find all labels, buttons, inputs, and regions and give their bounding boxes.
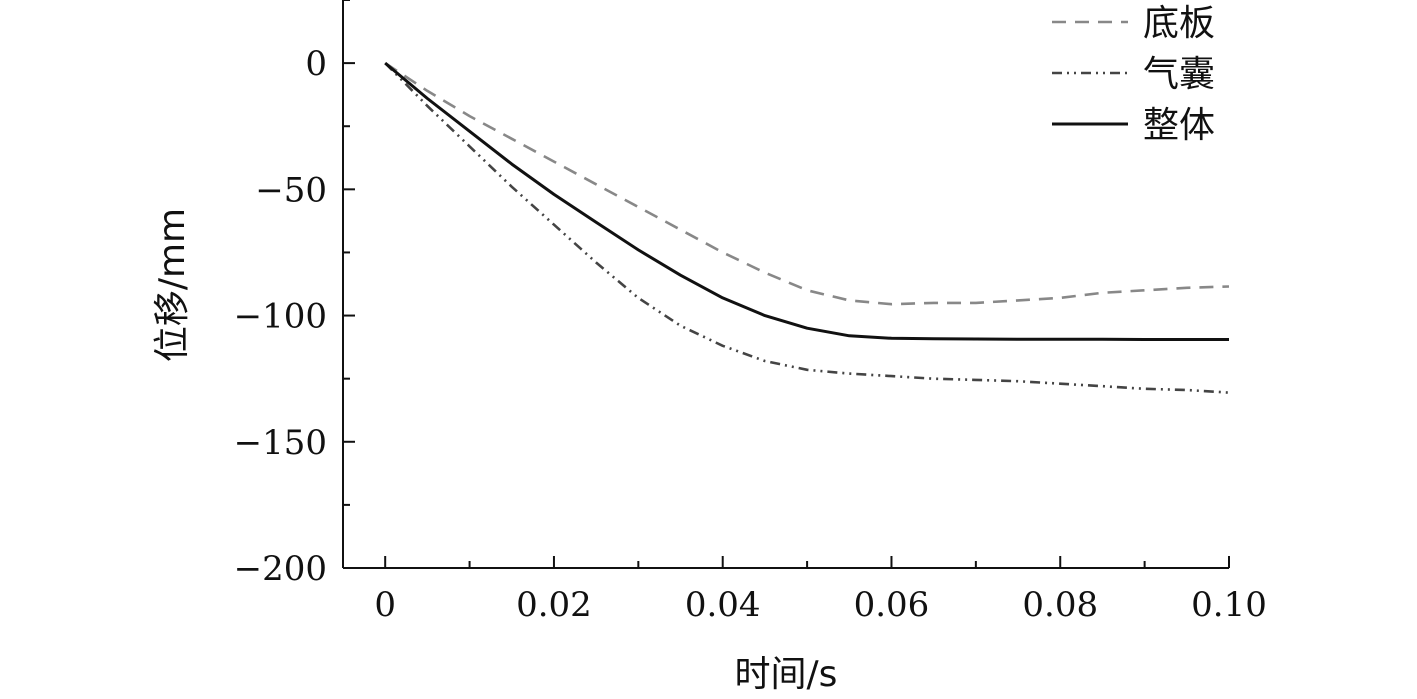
legend-label-2: 气囊 — [1143, 54, 1215, 95]
x-tick-label: 0.06 — [854, 585, 930, 625]
x-tick-label: 0.04 — [685, 585, 761, 625]
legend-label-1: 底板 — [1143, 3, 1215, 44]
x-tick-label: 0.10 — [1191, 585, 1267, 625]
x-tick-label: 0.08 — [1022, 585, 1098, 625]
x-tick-label: 0 — [374, 585, 396, 625]
y-tick-label: −100 — [234, 297, 327, 337]
legend-label-3: 整体 — [1143, 105, 1215, 146]
x-tick-label: 0.02 — [516, 585, 592, 625]
y-axis-title: 位移/mm — [152, 208, 193, 362]
series-line-2 — [384, 62, 1230, 394]
series-line-1 — [384, 62, 1230, 306]
axes: 0 0.02 0.04 0.06 0.08 0.10 0 −50 −100 −150 −200 — [234, 0, 1267, 625]
y-tick-label: −200 — [234, 549, 327, 589]
series-line-3 — [384, 61, 1229, 341]
y-tick-label: −50 — [255, 170, 327, 210]
y-tick-label: 0 — [305, 44, 327, 84]
series-layer — [384, 61, 1230, 394]
y-tick-label: −150 — [234, 423, 327, 463]
x-axis-title: 时间/s — [735, 654, 838, 695]
